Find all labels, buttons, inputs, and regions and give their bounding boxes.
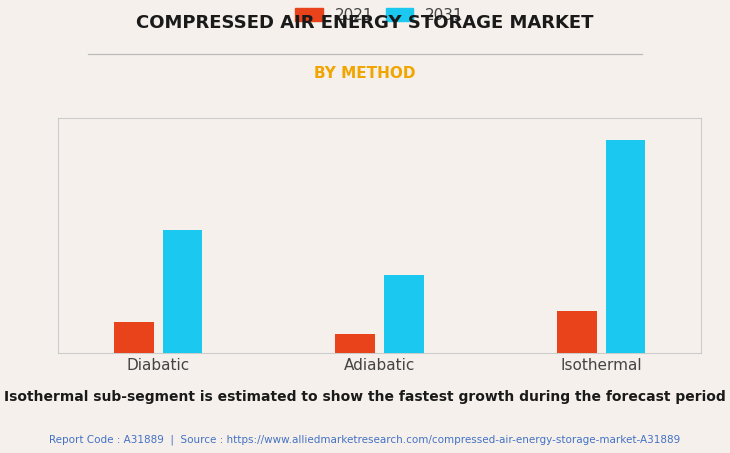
Bar [557,311,596,353]
Bar [114,323,153,353]
Text: BY METHOD: BY METHOD [314,66,416,81]
Bar [335,334,375,353]
Text: Isothermal sub-segment is estimated to show the fastest growth during the foreca: Isothermal sub-segment is estimated to s… [4,390,726,404]
Legend: 2021, 2031: 2021, 2031 [291,3,469,27]
Bar [606,140,645,353]
Text: COMPRESSED AIR ENERGY STORAGE MARKET: COMPRESSED AIR ENERGY STORAGE MARKET [137,14,593,32]
Bar [384,275,424,353]
Text: Report Code : A31889  |  Source : https://www.alliedmarketresearch.com/compresse: Report Code : A31889 | Source : https://… [50,435,680,445]
Bar [163,230,202,353]
